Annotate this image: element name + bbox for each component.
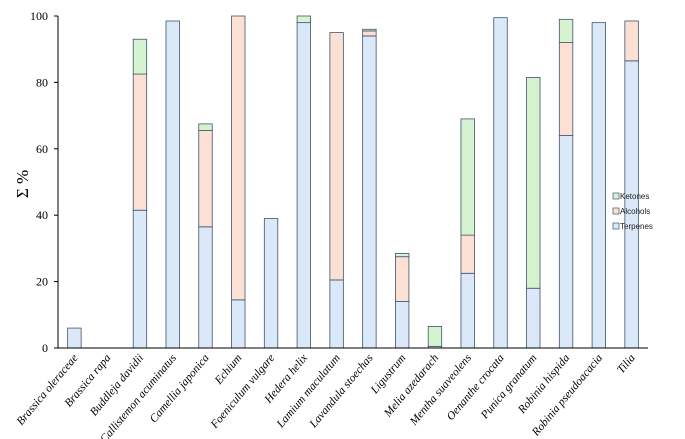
category-label: Tilia [615,352,638,376]
bar-segment-alcohols [558,42,574,136]
legend-swatch-ketones [612,192,620,200]
bar-segment-alcohols [362,30,377,37]
y-tick-label: 40 [36,208,48,222]
y-tick-label: 60 [36,142,48,156]
bar-segment-alcohols [395,256,410,302]
y-tick-label: 0 [42,341,48,355]
bar-segment-ketones [460,118,475,236]
bar-segment-alcohols [624,20,639,62]
bar-segment-alcohols [132,73,148,211]
bar-segment-alcohols [329,32,344,281]
legend-swatch-alcohols [612,207,620,215]
legend-label-ketones: Ketones [620,192,649,201]
bar-segment-terpenes [493,17,508,349]
bar-segment-alcohols [198,130,213,228]
y-tick-label: 100 [30,9,48,23]
bar-segment-terpenes [231,299,246,349]
bar-segment-terpenes [296,22,311,349]
bar-segment-terpenes [624,60,639,349]
bar-segment-ketones [427,326,443,347]
y-tick-label: 20 [36,275,48,289]
y-axis-label: Σ % [13,170,32,198]
category-label: Echium [212,352,244,387]
bar-segment-ketones [198,123,213,131]
bar-segment-terpenes [329,279,344,349]
bar-segment-terpenes [526,287,541,349]
y-tick-label: 80 [36,75,48,89]
bar-segment-ketones [526,77,541,289]
bar-segment-terpenes [165,20,180,349]
bar-segment-terpenes [198,226,213,349]
bar-segment-terpenes [460,272,475,349]
legend: Ketones Alcohols Terpenes [612,192,653,231]
legend-label-alcohols: Alcohols [620,207,650,216]
legend-label-terpenes: Terpenes [620,222,653,231]
bar-segment-terpenes [132,209,148,349]
bar-segment-terpenes [558,135,574,349]
bar-segment-ketones [558,18,574,43]
bar-segment-terpenes [362,35,377,349]
category-label: Mentha suaveolens [407,352,474,429]
bar-segment-alcohols [231,15,246,301]
bar-segment-ketones [132,38,148,75]
category-label: Lavandula stoechas [307,352,376,431]
category-label: Brassica oleraceae [15,352,81,427]
bar-segment-terpenes [263,218,279,349]
bar-segment-ketones [395,252,410,258]
bar-segment-ketones [362,28,377,32]
legend-swatch-terpenes [612,222,620,230]
bar-segment-terpenes [591,22,606,349]
category-label: Oenanthe crocata [445,352,507,423]
bar-segment-terpenes [395,301,410,349]
bar-segment-ketones [296,15,311,24]
bar-segment-alcohols [460,234,475,274]
bar-segment-terpenes [67,327,82,349]
category-label: Punica granatum [478,352,539,422]
category-label: Camellia japonica [148,352,212,425]
